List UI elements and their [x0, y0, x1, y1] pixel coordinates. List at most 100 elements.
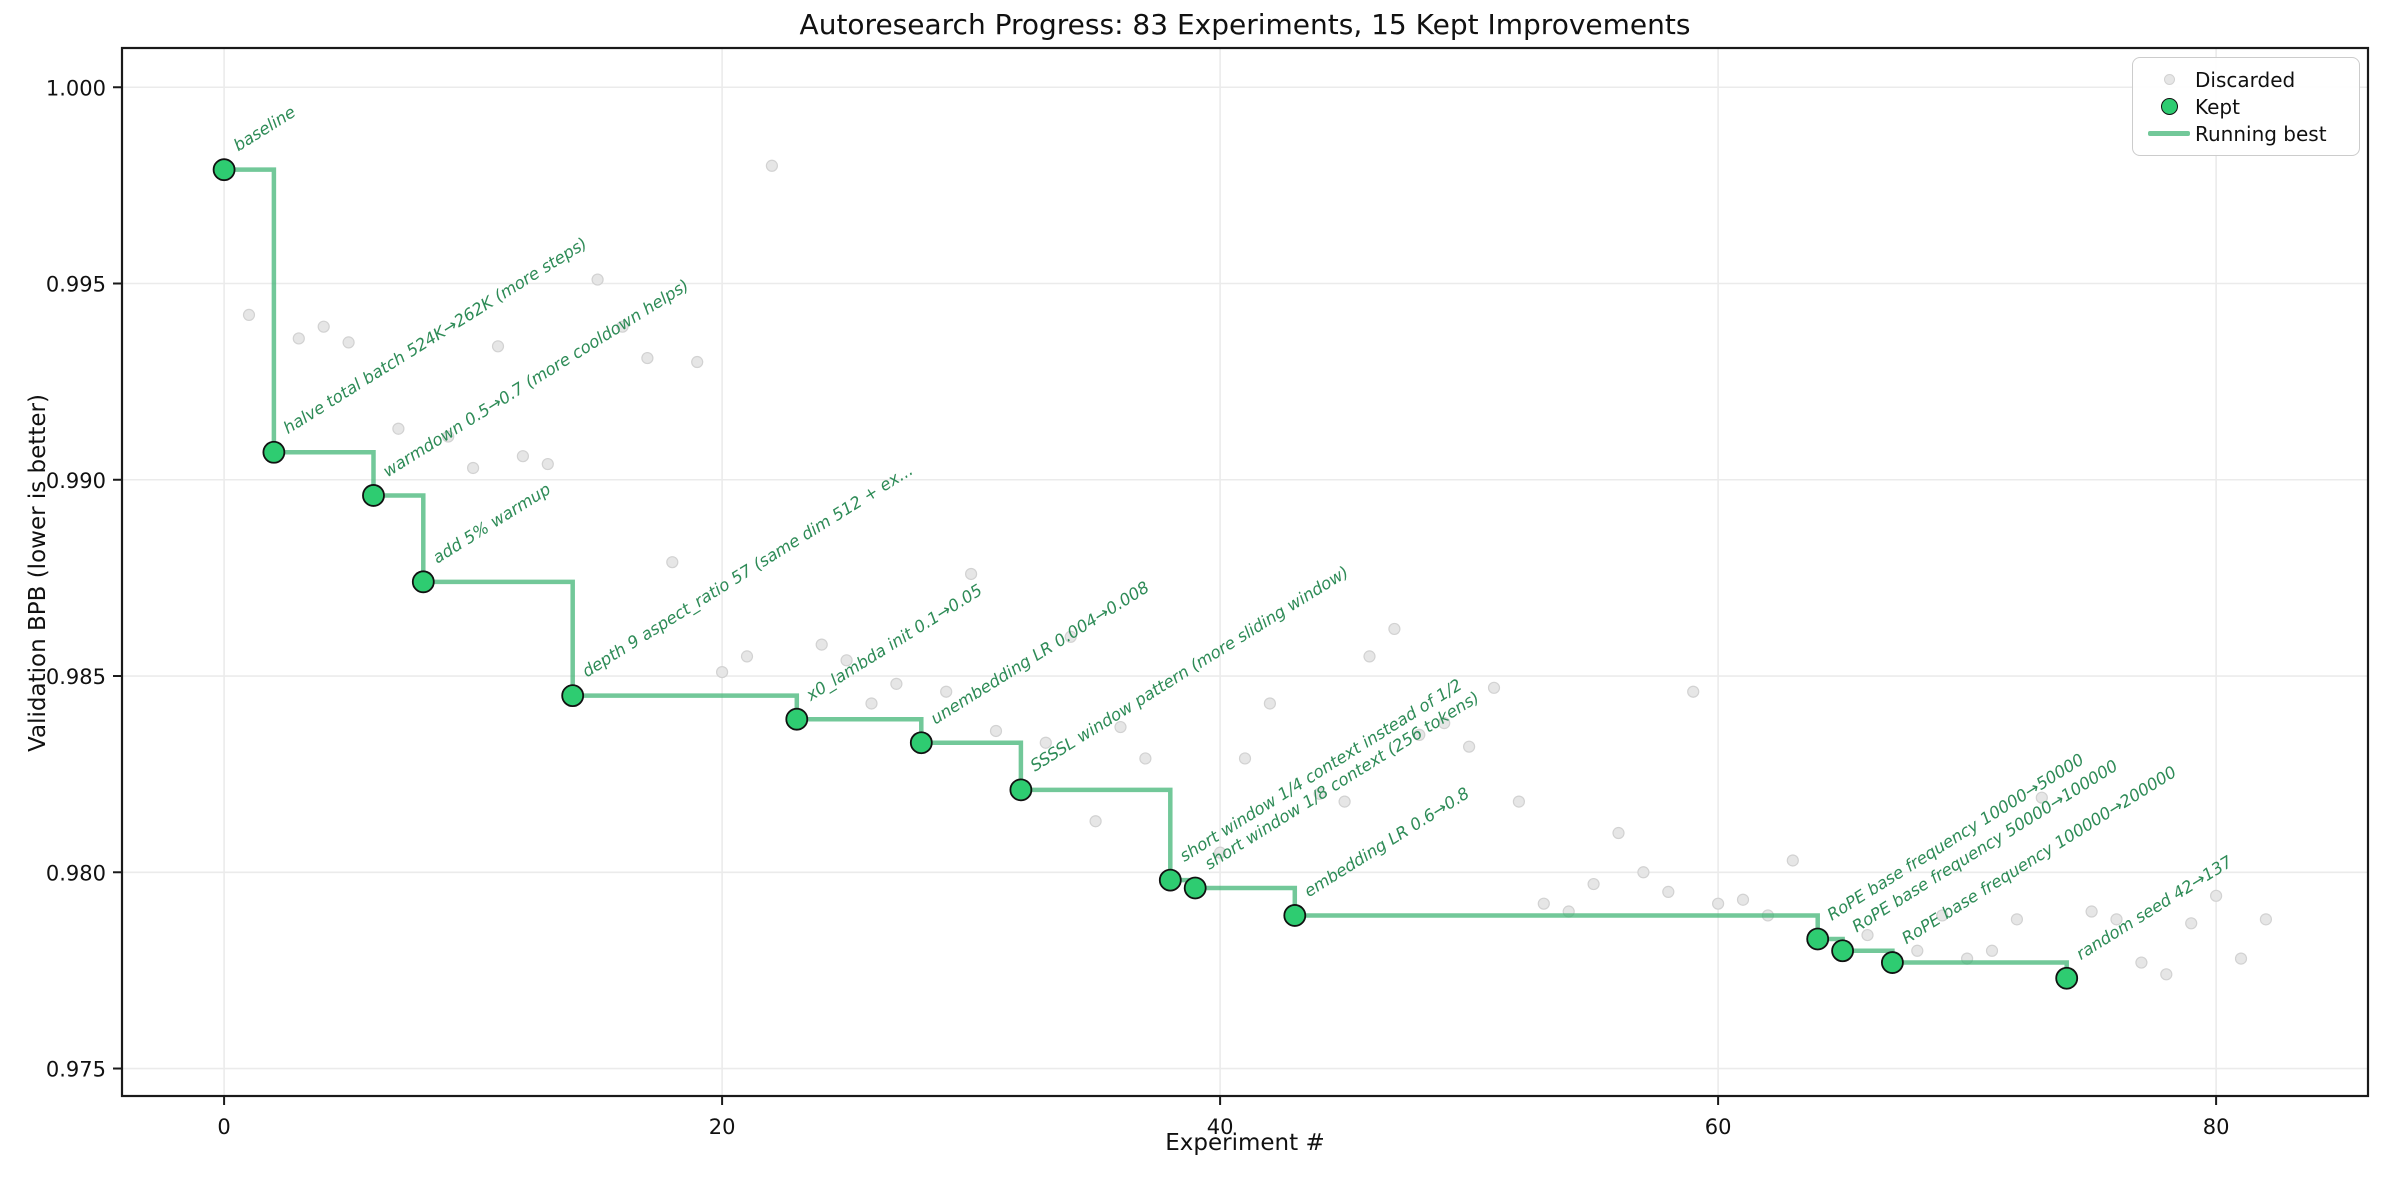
x-tick-label: 0 — [217, 1115, 230, 1139]
discarded-point — [666, 556, 679, 569]
discarded-point — [392, 422, 405, 435]
discarded-point — [815, 638, 828, 651]
y-tick-label: 0.985 — [46, 665, 106, 689]
kept-point — [785, 707, 809, 731]
discarded-point — [1263, 697, 1277, 710]
y-tick-label: 1.000 — [46, 76, 106, 100]
y-tick-label: 0.990 — [46, 469, 106, 493]
running-best-marker-icon — [2143, 131, 2195, 136]
discarded-marker-icon — [2143, 74, 2195, 85]
discarded-point — [2110, 913, 2123, 926]
discarded-point — [1786, 854, 1799, 867]
legend-item-discarded: Discarded — [2143, 66, 2349, 93]
discarded-point — [1911, 944, 1924, 957]
kept-annotation: short window 1/8 context (256 tokens) — [1201, 688, 1482, 874]
legend-label-kept: Kept — [2195, 94, 2240, 119]
discarded-point — [2010, 913, 2024, 926]
discarded-point — [691, 355, 704, 369]
x-tick-label: 80 — [2203, 1115, 2230, 1139]
discarded-point — [715, 665, 729, 679]
discarded-point — [1936, 909, 1949, 922]
discarded-point — [2234, 952, 2248, 965]
discarded-point — [616, 320, 629, 333]
discarded-point — [591, 273, 604, 286]
kept-point — [1009, 778, 1033, 802]
discarded-point — [840, 654, 853, 667]
discarded-point — [1537, 897, 1550, 910]
discarded-point — [2259, 913, 2273, 926]
discarded-point — [1985, 944, 1999, 957]
y-axis-label: Validation BPB (lower is better) — [25, 394, 51, 752]
discarded-point — [940, 685, 953, 698]
kept-point — [909, 731, 933, 755]
discarded-point — [1114, 720, 1127, 734]
kept-point — [1158, 868, 1182, 892]
kept-annotation: baseline — [230, 102, 299, 155]
x-axis-label: Experiment # — [1165, 1130, 1325, 1156]
discarded-point — [466, 461, 480, 475]
discarded-point — [1512, 795, 1526, 808]
discarded-point — [1861, 928, 1874, 942]
kept-point — [212, 158, 236, 182]
discarded-point — [2035, 791, 2048, 804]
discarded-point — [1612, 826, 1625, 840]
kept-annotation: add 5% warmup — [429, 479, 554, 567]
y-tick-label: 0.980 — [46, 861, 106, 885]
discarded-point — [1313, 787, 1326, 800]
discarded-point — [2210, 889, 2223, 902]
kept-annotation: SSSSL window pattern (more sliding windo… — [1027, 562, 1352, 775]
legend-label-discarded: Discarded — [2195, 67, 2296, 92]
discarded-point — [491, 340, 505, 353]
discarded-point — [1413, 728, 1426, 741]
kept-point — [362, 484, 385, 507]
kept-point — [561, 684, 585, 708]
discarded-point — [242, 308, 256, 322]
legend-label-running-best: Running best — [2195, 121, 2327, 146]
discarded-point — [765, 159, 778, 172]
x-tick-label: 20 — [709, 1115, 736, 1139]
discarded-point — [317, 320, 330, 333]
discarded-point — [2135, 956, 2148, 969]
discarded-point — [1213, 846, 1227, 859]
discarded-point — [1687, 685, 1700, 698]
discarded-point — [1438, 717, 1451, 730]
kept-annotation: warmdown 0.5→0.7 (more cooldown helps) — [380, 276, 693, 481]
plot-border — [120, 46, 2370, 1098]
discarded-point — [516, 450, 529, 463]
discarded-point — [865, 697, 878, 710]
discarded-point — [2185, 917, 2198, 930]
kept-point — [1881, 951, 1904, 974]
discarded-point — [1089, 815, 1102, 828]
kept-point — [262, 440, 286, 464]
discarded-point — [1039, 736, 1052, 749]
discarded-point — [641, 351, 654, 365]
discarded-point — [1712, 897, 1725, 910]
discarded-point — [890, 677, 903, 690]
x-tick-label: 60 — [1705, 1115, 1732, 1139]
discarded-point — [541, 457, 554, 471]
discarded-point — [1238, 752, 1252, 765]
discarded-point — [442, 430, 455, 443]
discarded-point — [2160, 968, 2173, 981]
discarded-point — [1338, 795, 1351, 808]
discarded-point — [989, 724, 1003, 738]
legend-item-running-best: Running best — [2143, 120, 2349, 147]
discarded-point — [1587, 877, 1600, 891]
kept-point — [1183, 876, 1207, 900]
chart-title: Autoresearch Progress: 83 Experiments, 1… — [799, 8, 1691, 41]
x-tick-label: 40 — [1207, 1115, 1234, 1139]
discarded-point — [1064, 630, 1077, 643]
kept-annotation: halve total batch 524K→262K (more steps) — [280, 234, 591, 438]
discarded-point — [342, 336, 355, 349]
kept-annotation: random seed 42→137 — [2073, 852, 2236, 964]
discarded-point — [1139, 752, 1152, 765]
discarded-point — [1388, 622, 1401, 636]
discarded-point — [1662, 885, 1675, 898]
kept-point — [1806, 927, 1830, 951]
kept-point — [1283, 904, 1307, 927]
discarded-point — [2085, 905, 2098, 918]
legend: Discarded Kept Running best — [2132, 57, 2360, 156]
kept-point — [411, 570, 435, 594]
y-tick-label: 0.995 — [46, 273, 106, 297]
